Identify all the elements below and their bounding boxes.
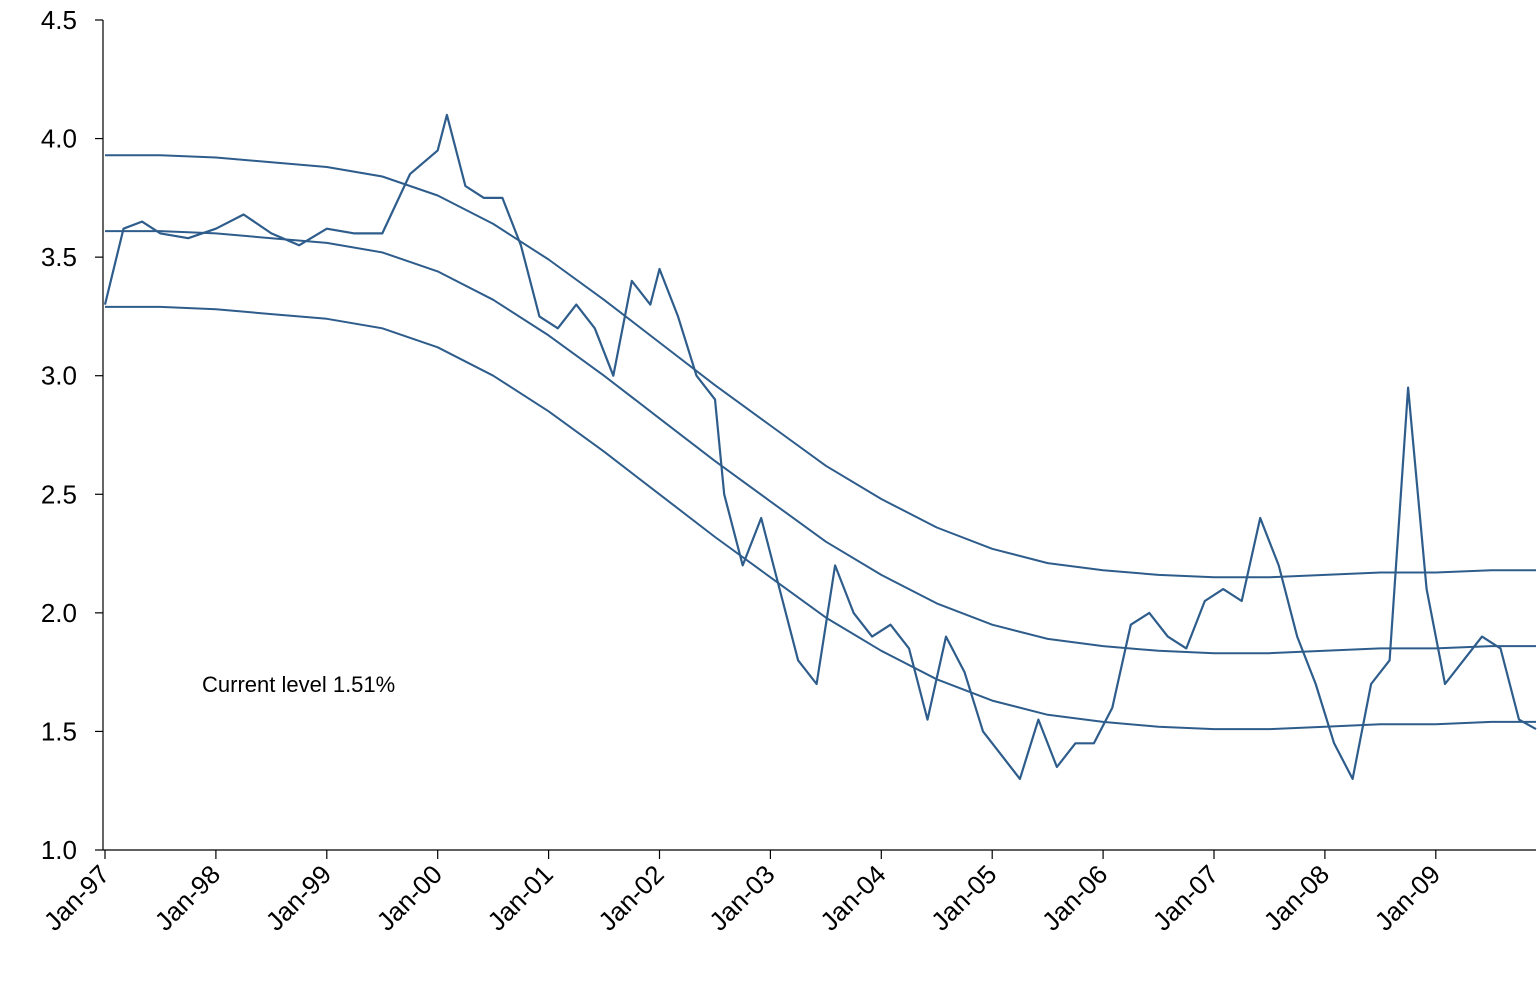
x-tick-label: Jan-99 [260,859,337,936]
lower-band-line [105,305,1536,731]
labels-layer: 1.0 1.5 2.0 2.5 3.0 3.5 4.0 4.5 Jan-97 Jan-98 Jan-… [38,5,1446,936]
y-tick-label: 2.5 [41,479,77,509]
x-tick-label: Jan-02 [592,859,669,936]
x-tick-label: Jan-00 [371,859,448,936]
x-tick-label: Jan-01 [481,859,558,936]
x-tick-label: Jan-06 [1036,859,1113,936]
y-tick-label: 3.0 [41,361,77,391]
x-tick-label: Jan-98 [149,859,226,936]
series-layer [103,113,1537,780]
x-tick-label: Jan-09 [1369,859,1446,936]
upper-band-line [105,154,1536,579]
y-tick-label: 4.0 [41,124,77,154]
y-tick-label: 4.5 [41,5,77,35]
mean-trend-line [105,230,1536,655]
x-tick-label: Jan-97 [38,859,115,936]
x-tick-label: Jan-08 [1258,859,1335,936]
x-tick-label: Jan-07 [1147,859,1224,936]
y-tick-label: 3.5 [41,242,77,272]
y-tick-label: 1.0 [41,835,77,865]
axes [95,19,1536,859]
x-tick-label: Jan-04 [814,859,891,936]
y-tick-label: 1.5 [41,716,77,746]
x-tick-label: Jan-03 [703,859,780,936]
yield-series-line [103,113,1537,780]
current-level-annotation: Current level 1.51% [202,672,395,697]
x-tick-label: Jan-05 [925,859,1002,936]
y-tick-label: 2.0 [41,598,77,628]
